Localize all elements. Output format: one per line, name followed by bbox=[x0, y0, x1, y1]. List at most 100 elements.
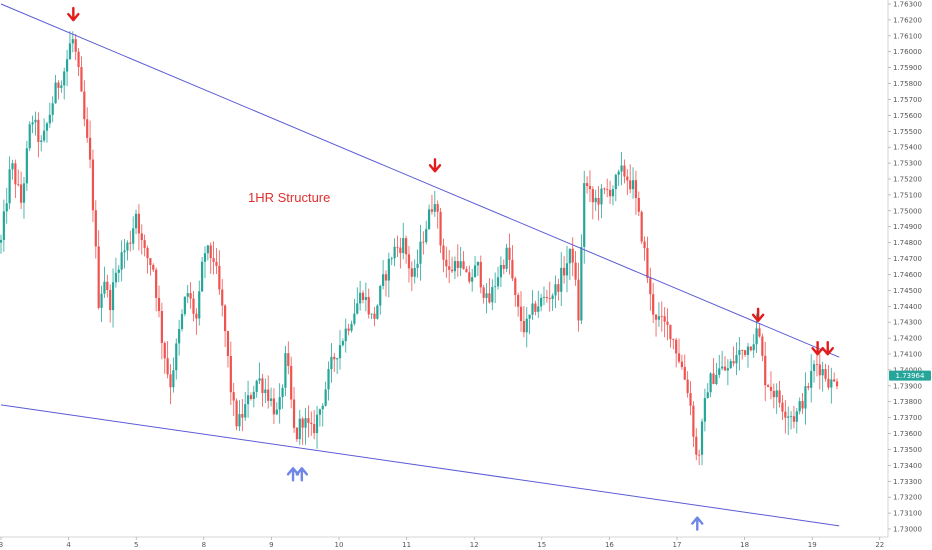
candle-body bbox=[626, 176, 629, 181]
candle-body bbox=[494, 286, 497, 288]
candle-body bbox=[827, 378, 830, 388]
candle-body bbox=[680, 361, 684, 368]
candle-body bbox=[413, 267, 416, 277]
trendline[interactable] bbox=[0, 404, 840, 527]
candle-body bbox=[175, 343, 178, 371]
candle-body bbox=[390, 258, 393, 260]
candle-body bbox=[140, 233, 143, 241]
candle-body bbox=[387, 258, 390, 281]
candle-body bbox=[425, 228, 428, 243]
y-tick-label: 1.74500 bbox=[893, 287, 922, 295]
y-tick-label: 1.76200 bbox=[893, 16, 922, 24]
candle-body bbox=[132, 228, 135, 244]
candle-body bbox=[203, 253, 207, 262]
candle-body bbox=[643, 241, 646, 249]
candle-body bbox=[677, 353, 681, 362]
candle-body bbox=[347, 328, 350, 331]
candle-body bbox=[545, 296, 548, 299]
candle-body bbox=[488, 293, 491, 303]
candle-body bbox=[195, 313, 198, 319]
candle-body bbox=[261, 378, 264, 394]
candle-body bbox=[718, 368, 721, 375]
candle-body bbox=[42, 130, 46, 141]
candle-body bbox=[631, 180, 635, 190]
candle-body bbox=[769, 386, 773, 391]
y-tick-label: 1.74700 bbox=[893, 255, 922, 263]
candle-body bbox=[772, 390, 775, 398]
candle-body bbox=[238, 414, 241, 427]
candle-body bbox=[333, 356, 336, 360]
candle-body bbox=[111, 282, 115, 311]
candle-body bbox=[459, 261, 462, 268]
y-tick-label: 1.73500 bbox=[893, 446, 922, 454]
candle-body bbox=[272, 398, 276, 415]
candle-body bbox=[433, 204, 436, 212]
candle-body bbox=[617, 171, 620, 175]
candle-body bbox=[114, 272, 118, 283]
candle-body bbox=[407, 254, 411, 269]
candle-body bbox=[229, 356, 232, 393]
candle-body bbox=[223, 305, 227, 332]
candle-body bbox=[522, 321, 525, 333]
candle-body bbox=[833, 379, 836, 382]
trendline[interactable] bbox=[0, 3, 840, 358]
candle-body bbox=[471, 277, 474, 282]
candle-body bbox=[22, 183, 26, 203]
candle-body bbox=[324, 389, 327, 406]
candle-body bbox=[795, 411, 798, 422]
candle-body bbox=[28, 124, 31, 149]
candle-body bbox=[264, 389, 267, 394]
candle-body bbox=[246, 395, 250, 405]
candle-body bbox=[623, 165, 626, 177]
candle-body bbox=[40, 140, 43, 142]
candle-body bbox=[792, 416, 796, 422]
candle-body bbox=[606, 189, 609, 191]
y-tick-label: 1.73800 bbox=[893, 398, 922, 406]
candle-body bbox=[318, 409, 322, 415]
candle-body bbox=[761, 336, 764, 356]
candle-body bbox=[608, 189, 612, 197]
candle-body bbox=[537, 306, 540, 312]
candle-body bbox=[620, 165, 623, 172]
candle-body bbox=[71, 39, 74, 44]
candle-body bbox=[91, 159, 95, 211]
candle-body bbox=[807, 386, 810, 388]
candle-body bbox=[758, 328, 761, 337]
candle-body bbox=[695, 436, 698, 455]
candle-body bbox=[505, 247, 508, 269]
candle-body bbox=[295, 427, 299, 440]
candle-body bbox=[548, 298, 551, 299]
candle-body bbox=[568, 248, 571, 264]
candle-body bbox=[654, 314, 658, 320]
candle-body bbox=[45, 123, 49, 131]
candle-body bbox=[221, 289, 224, 306]
candle-body bbox=[649, 278, 652, 295]
candle-body bbox=[80, 67, 83, 92]
candle-body bbox=[669, 324, 672, 340]
candle-body bbox=[686, 379, 689, 394]
x-tick-label: 22 bbox=[875, 541, 884, 549]
candle-body bbox=[327, 369, 330, 390]
y-tick-label: 1.74000 bbox=[893, 366, 922, 374]
candle-body bbox=[456, 261, 459, 268]
candle-body bbox=[798, 401, 801, 412]
candle-body bbox=[744, 350, 747, 355]
candle-body bbox=[611, 189, 615, 197]
candle-body bbox=[585, 183, 589, 186]
candle-body bbox=[706, 392, 709, 399]
candle-body bbox=[634, 180, 638, 198]
candle-body bbox=[258, 378, 261, 381]
candle-body bbox=[657, 316, 661, 320]
y-axis-ticks: 1.76300 1.76200 1.76100 1.76000 1.75900 1.758… bbox=[888, 1, 922, 534]
candle-body bbox=[700, 421, 704, 455]
candle-body bbox=[482, 287, 485, 298]
candle-body bbox=[129, 242, 132, 244]
candle-body bbox=[310, 422, 313, 425]
candle-body bbox=[206, 245, 209, 254]
candle-body bbox=[209, 245, 212, 259]
candle-body bbox=[473, 265, 477, 278]
candle-body bbox=[157, 297, 161, 312]
candle-body bbox=[588, 185, 592, 190]
candle-body bbox=[404, 238, 408, 255]
